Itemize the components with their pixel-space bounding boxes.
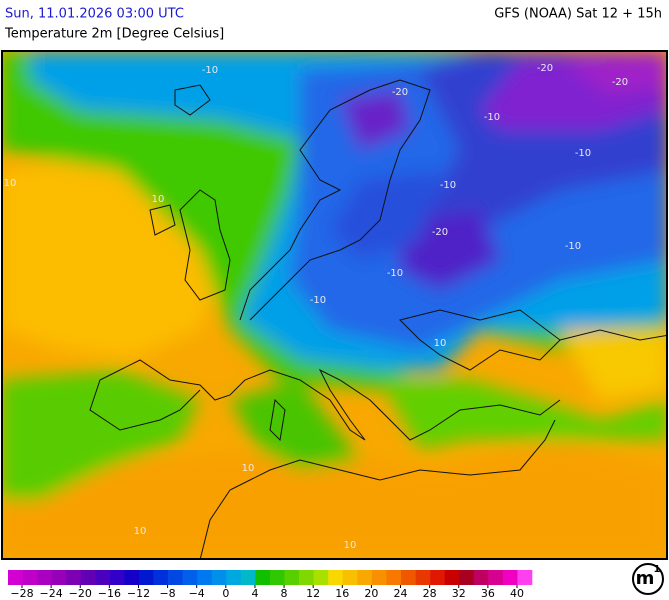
contour-label: 10 (434, 338, 447, 349)
colorbar-tick-label: 32 (452, 587, 466, 600)
colorbar-swatch (95, 570, 111, 585)
logo-sup: 1 (654, 564, 661, 575)
colorbar-tick-label: −24 (40, 587, 63, 600)
colorbar-swatch (197, 570, 213, 585)
colorbar-tick-label: 40 (510, 587, 524, 600)
colorbar-tick-label: −4 (189, 587, 205, 600)
contour-label: -10 (310, 295, 326, 306)
contour-label: -10 (202, 65, 218, 76)
contour-label: -20 (612, 77, 628, 88)
colorbar-swatch (386, 570, 402, 585)
contour-label: -20 (432, 227, 448, 238)
colorbar-swatch (371, 570, 387, 585)
colorbar-swatch (488, 570, 504, 585)
parameter: Temperature 2m [Degree Celsius] (4, 27, 224, 42)
colorbar-swatch (284, 570, 300, 585)
contour-label: -20 (537, 63, 553, 74)
colorbar-swatch (517, 570, 533, 585)
contour-label: -10 (575, 148, 591, 159)
map-field: -10 -20 -20 -20 -10 -10 -20 -10 -10 -10 10 10 10 10 10… (2, 51, 667, 559)
contour-label: 10 (152, 194, 165, 205)
contour-label: -10 (387, 268, 403, 279)
model-run: GFS (NOAA) Sat 12 + 15h (494, 7, 662, 22)
colorbar-swatch (8, 570, 23, 585)
colorbar-swatch (22, 570, 38, 585)
colorbar-swatch (502, 570, 518, 585)
colorbar-swatch (430, 570, 445, 585)
colorbar-swatch (270, 570, 285, 585)
colorbar-tick-label: 36 (481, 587, 495, 600)
colorbar-tick-label: −20 (69, 587, 92, 600)
colorbar-tick-label: −28 (10, 587, 33, 600)
contour-label: -10 (565, 241, 581, 252)
colorbar-swatch (226, 570, 242, 585)
colorbar-swatch (168, 570, 183, 585)
colorbar-swatch (328, 570, 344, 585)
contour-label: 10 (344, 540, 357, 551)
logo: m 1 (632, 563, 664, 595)
colorbar-swatch (124, 570, 140, 585)
colorbar-swatch (313, 570, 329, 585)
colorbar-tick-label: −12 (127, 587, 150, 600)
colorbar-swatch (51, 570, 67, 585)
colorbar: −28 −24 −20 −16 −12 −8 −4 0 4 8 12 16 20 24 28 32 36 40 (8, 570, 533, 600)
colorbar-swatch (401, 570, 416, 585)
colorbar-tick-label: −16 (98, 587, 121, 600)
colorbar-tick-label: −8 (159, 587, 175, 600)
colorbar-tick-label: 16 (335, 587, 349, 600)
contour-label: -20 (392, 87, 408, 98)
colorbar-swatch (139, 570, 154, 585)
colorbar-swatch (182, 570, 198, 585)
colorbar-tick-label: 4 (251, 587, 258, 600)
datetime: Sun, 11.01.2026 03:00 UTC (5, 7, 184, 22)
colorbar-swatch (415, 570, 431, 585)
colorbar-swatch (342, 570, 358, 585)
colorbar-swatch (357, 570, 373, 585)
colorbar-tick-label: 8 (281, 587, 288, 600)
colorbar-swatch (109, 570, 125, 585)
map-frame (1, 50, 668, 560)
colorbar-swatch (240, 570, 256, 585)
colorbar-swatch (80, 570, 96, 585)
contour-label: 10 (4, 178, 17, 189)
contour-label: 10 (134, 526, 147, 537)
colorbar-swatch (255, 570, 271, 585)
colorbar-swatch (473, 570, 489, 585)
contour-label: -10 (440, 180, 456, 191)
colorbar-swatch (66, 570, 82, 585)
colorbar-swatch (459, 570, 475, 585)
contour-label: -10 (484, 112, 500, 123)
colorbar-swatch (211, 570, 227, 585)
colorbar-tick-label: 24 (394, 587, 408, 600)
colorbar-swatch (37, 570, 52, 585)
colorbar-tick-label: 0 (222, 587, 229, 600)
colorbar-swatch (153, 570, 169, 585)
logo-text: m (636, 568, 655, 589)
colorbar-swatch (299, 570, 314, 585)
colorbar-tick-label: 12 (306, 587, 320, 600)
colorbar-tick-label: 28 (423, 587, 437, 600)
colorbar-swatch (444, 570, 460, 585)
contour-label: 10 (242, 463, 255, 474)
colorbar-tick-label: 20 (364, 587, 378, 600)
